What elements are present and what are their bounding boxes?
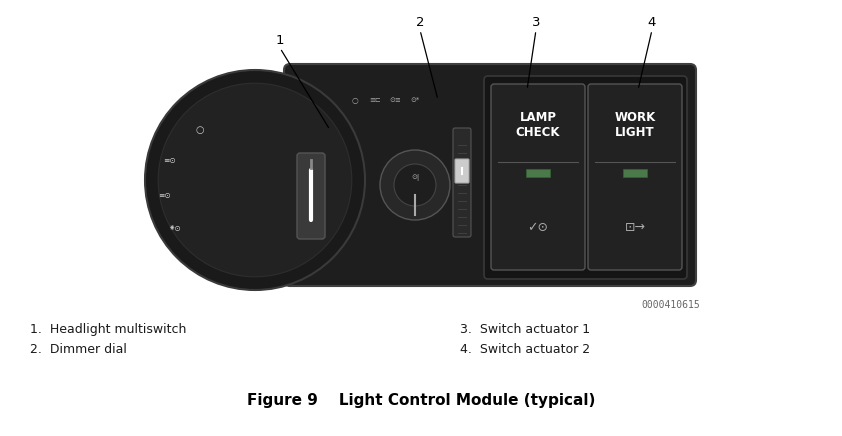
Text: ⊙≡: ⊙≡: [389, 97, 401, 103]
Text: 2: 2: [416, 16, 424, 28]
Text: 2.  Dimmer dial: 2. Dimmer dial: [30, 343, 127, 356]
Text: ⊙|: ⊙|: [411, 174, 419, 181]
Text: 0000410615: 0000410615: [642, 300, 700, 310]
Circle shape: [394, 164, 436, 206]
FancyBboxPatch shape: [284, 64, 696, 286]
FancyBboxPatch shape: [588, 84, 682, 270]
FancyBboxPatch shape: [455, 159, 469, 183]
Text: ≡⊙: ≡⊙: [163, 156, 176, 164]
Text: ⊙*: ⊙*: [410, 97, 419, 103]
Bar: [526, 169, 550, 177]
Text: 1.  Headlight multiswitch: 1. Headlight multiswitch: [30, 323, 186, 336]
Text: 4: 4: [647, 16, 656, 28]
Text: Figure 9    Light Control Module (typical): Figure 9 Light Control Module (typical): [247, 393, 595, 408]
Text: ○: ○: [352, 95, 359, 105]
Text: LAMP
CHECK: LAMP CHECK: [516, 111, 560, 139]
Text: ○: ○: [195, 125, 205, 135]
Text: 3.  Switch actuator 1: 3. Switch actuator 1: [460, 323, 590, 336]
Text: ⊡→: ⊡→: [625, 221, 646, 234]
FancyBboxPatch shape: [484, 76, 687, 279]
Text: ✓⊙: ✓⊙: [527, 221, 548, 234]
Text: 1: 1: [275, 34, 285, 47]
Circle shape: [145, 70, 365, 290]
Bar: [623, 169, 647, 177]
Text: WORK
LIGHT: WORK LIGHT: [615, 111, 656, 139]
Circle shape: [158, 83, 352, 277]
Text: ≡⊙: ≡⊙: [158, 191, 172, 200]
Text: ⁕⊙: ⁕⊙: [168, 224, 181, 232]
FancyBboxPatch shape: [297, 153, 325, 239]
Text: 4.  Switch actuator 2: 4. Switch actuator 2: [460, 343, 590, 356]
FancyBboxPatch shape: [453, 128, 471, 237]
Text: 3: 3: [532, 16, 541, 28]
Text: ≡⊏: ≡⊏: [369, 97, 381, 103]
Circle shape: [380, 150, 450, 220]
FancyBboxPatch shape: [491, 84, 585, 270]
